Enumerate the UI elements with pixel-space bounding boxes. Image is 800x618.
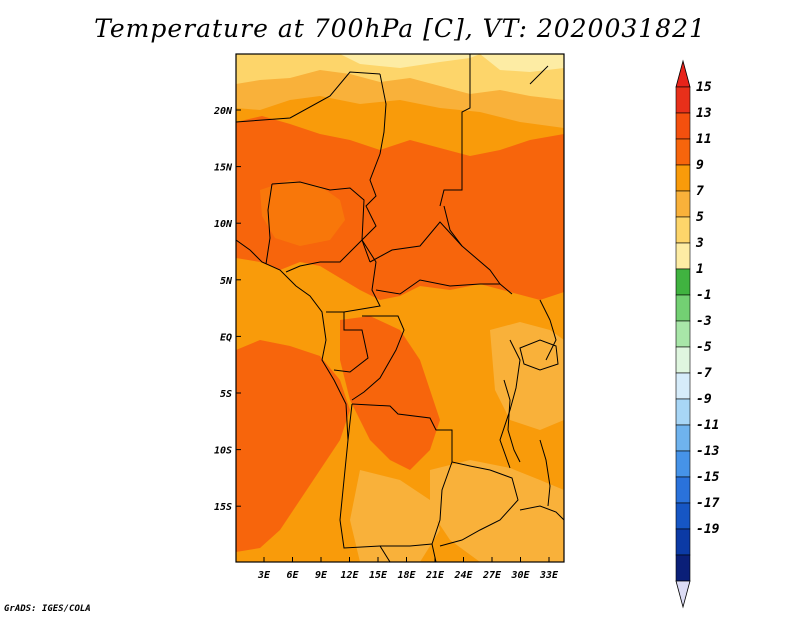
colorbar-swatch — [675, 346, 691, 374]
border-drc-south — [351, 403, 491, 471]
lake-victoria — [519, 339, 559, 371]
colorbar-label: -9 — [696, 392, 712, 407]
colorbar-swatch — [675, 112, 691, 140]
colorbar-label: -13 — [696, 444, 720, 459]
colorbar-swatch — [675, 528, 691, 556]
field-11-13-congo — [340, 316, 440, 470]
lon-tick-label: 15E — [369, 570, 388, 581]
colorbar-label: -19 — [696, 522, 720, 537]
lake-malawi — [539, 439, 551, 507]
field-11-13-west — [236, 340, 350, 552]
lat-tick-label: 5S — [220, 389, 232, 400]
colorbar-label: -3 — [696, 314, 712, 329]
colorbar-swatch — [675, 138, 691, 166]
latitude-axis: 20N 15N 10N 5N EQ 5S 10S 15S — [213, 106, 241, 513]
colorbar-swatch — [675, 372, 691, 400]
colorbar: 15 13 11 9 7 5 3 1 -1 -3 -5 -7 -9 -11 -13 -15 -17 -19 — [675, 59, 720, 609]
colorbar-swatch — [675, 398, 691, 426]
lat-tick-label: EQ — [220, 332, 232, 343]
border-mozambique — [519, 505, 564, 521]
lat-tick-label: 20N — [213, 106, 233, 117]
colorbar-label: 9 — [696, 158, 704, 173]
colorbar-label: 11 — [696, 132, 712, 147]
border-zambia-east — [439, 469, 519, 547]
border-nigeria — [271, 181, 365, 273]
border-algeria-niger — [236, 71, 381, 123]
colorbar-label: -11 — [696, 418, 719, 433]
border-angola — [339, 403, 433, 549]
field-5-7-north — [236, 54, 564, 100]
country-borders — [236, 54, 564, 562]
field-7-9-south-center — [350, 470, 440, 562]
colorbar-swatch — [675, 294, 691, 322]
longitude-axis: 3E 6E 9E 12E 15E 18E 21E 24E 27E 30E 33E — [257, 557, 559, 581]
border-car-drc — [375, 279, 513, 295]
colorbar-swatch — [675, 502, 691, 530]
field-11-13-sahel — [236, 116, 564, 300]
colorbar-swatch — [675, 86, 691, 114]
colorbar-swatch — [675, 268, 691, 296]
border-gabon — [326, 311, 369, 373]
border-tanzania — [499, 339, 521, 469]
colorbar-swatch — [675, 554, 691, 582]
colorbar-label: 1 — [696, 262, 704, 277]
lon-tick-label: 3E — [257, 570, 271, 581]
lon-tick-label: 12E — [340, 570, 359, 581]
colorbar-label: -17 — [696, 496, 720, 511]
lon-tick-label: 6E — [286, 570, 299, 581]
colorbar-label: -15 — [696, 470, 720, 485]
colorbar-top-arrow — [675, 59, 691, 88]
border-libya — [379, 73, 387, 155]
lon-tick-label: 24E — [453, 570, 473, 581]
lat-tick-label: 5N — [220, 276, 233, 287]
border-congo-drc — [351, 315, 405, 401]
lat-tick-label: 10S — [214, 446, 232, 457]
colorbar-label: -7 — [696, 366, 712, 381]
border-zambia — [431, 461, 453, 545]
lake-tanganyika — [503, 379, 521, 463]
border-egypt-sudan — [439, 54, 471, 207]
border-uganda-kenya — [539, 299, 557, 361]
field-3-5-north — [340, 54, 564, 72]
border-car — [369, 221, 463, 263]
colorbar-label: 7 — [696, 184, 704, 199]
lat-tick-label: 15N — [214, 163, 233, 174]
colorbar-swatch — [675, 242, 691, 270]
field-7-9-southeast — [430, 460, 564, 562]
chart-title: Temperature at 700hPa [C], VT: 202003182… — [94, 14, 706, 43]
lat-tick-label: 10N — [214, 219, 233, 230]
colorbar-bottom-arrow — [675, 580, 691, 609]
credit-text: GrADS: IGES/COLA — [4, 604, 91, 614]
colorbar-label: -1 — [696, 288, 712, 303]
temperature-field — [236, 54, 564, 562]
colorbar-swatch — [675, 320, 691, 348]
lon-tick-label: 21E — [425, 570, 445, 581]
lon-tick-label: 33E — [539, 570, 559, 581]
colorbar-label: 5 — [696, 210, 704, 225]
colorbar-swatch — [675, 190, 691, 218]
colorbar-label: 15 — [696, 80, 712, 95]
lon-tick-label: 18E — [397, 570, 416, 581]
field-7-9-east — [490, 322, 564, 430]
colorbar-swatch — [675, 216, 691, 244]
lon-tick-label: 9E — [315, 570, 328, 581]
colorbar-label: 3 — [695, 236, 704, 251]
colorbar-swatch — [675, 424, 691, 452]
border-west-coast — [236, 239, 349, 441]
lon-tick-label: 27E — [482, 570, 502, 581]
colorbar-label: 13 — [696, 106, 712, 121]
field-9-11-patch — [260, 180, 345, 246]
red-sea-coast — [529, 65, 549, 85]
map-frame — [235, 53, 565, 563]
lon-tick-label: 30E — [510, 570, 530, 581]
colorbar-label: -5 — [696, 340, 712, 355]
colorbar-swatch — [675, 476, 691, 504]
colorbar-swatch — [675, 164, 691, 192]
colorbar-swatch — [675, 450, 691, 478]
border-benin — [265, 183, 273, 265]
lat-tick-label: 15S — [214, 502, 232, 513]
